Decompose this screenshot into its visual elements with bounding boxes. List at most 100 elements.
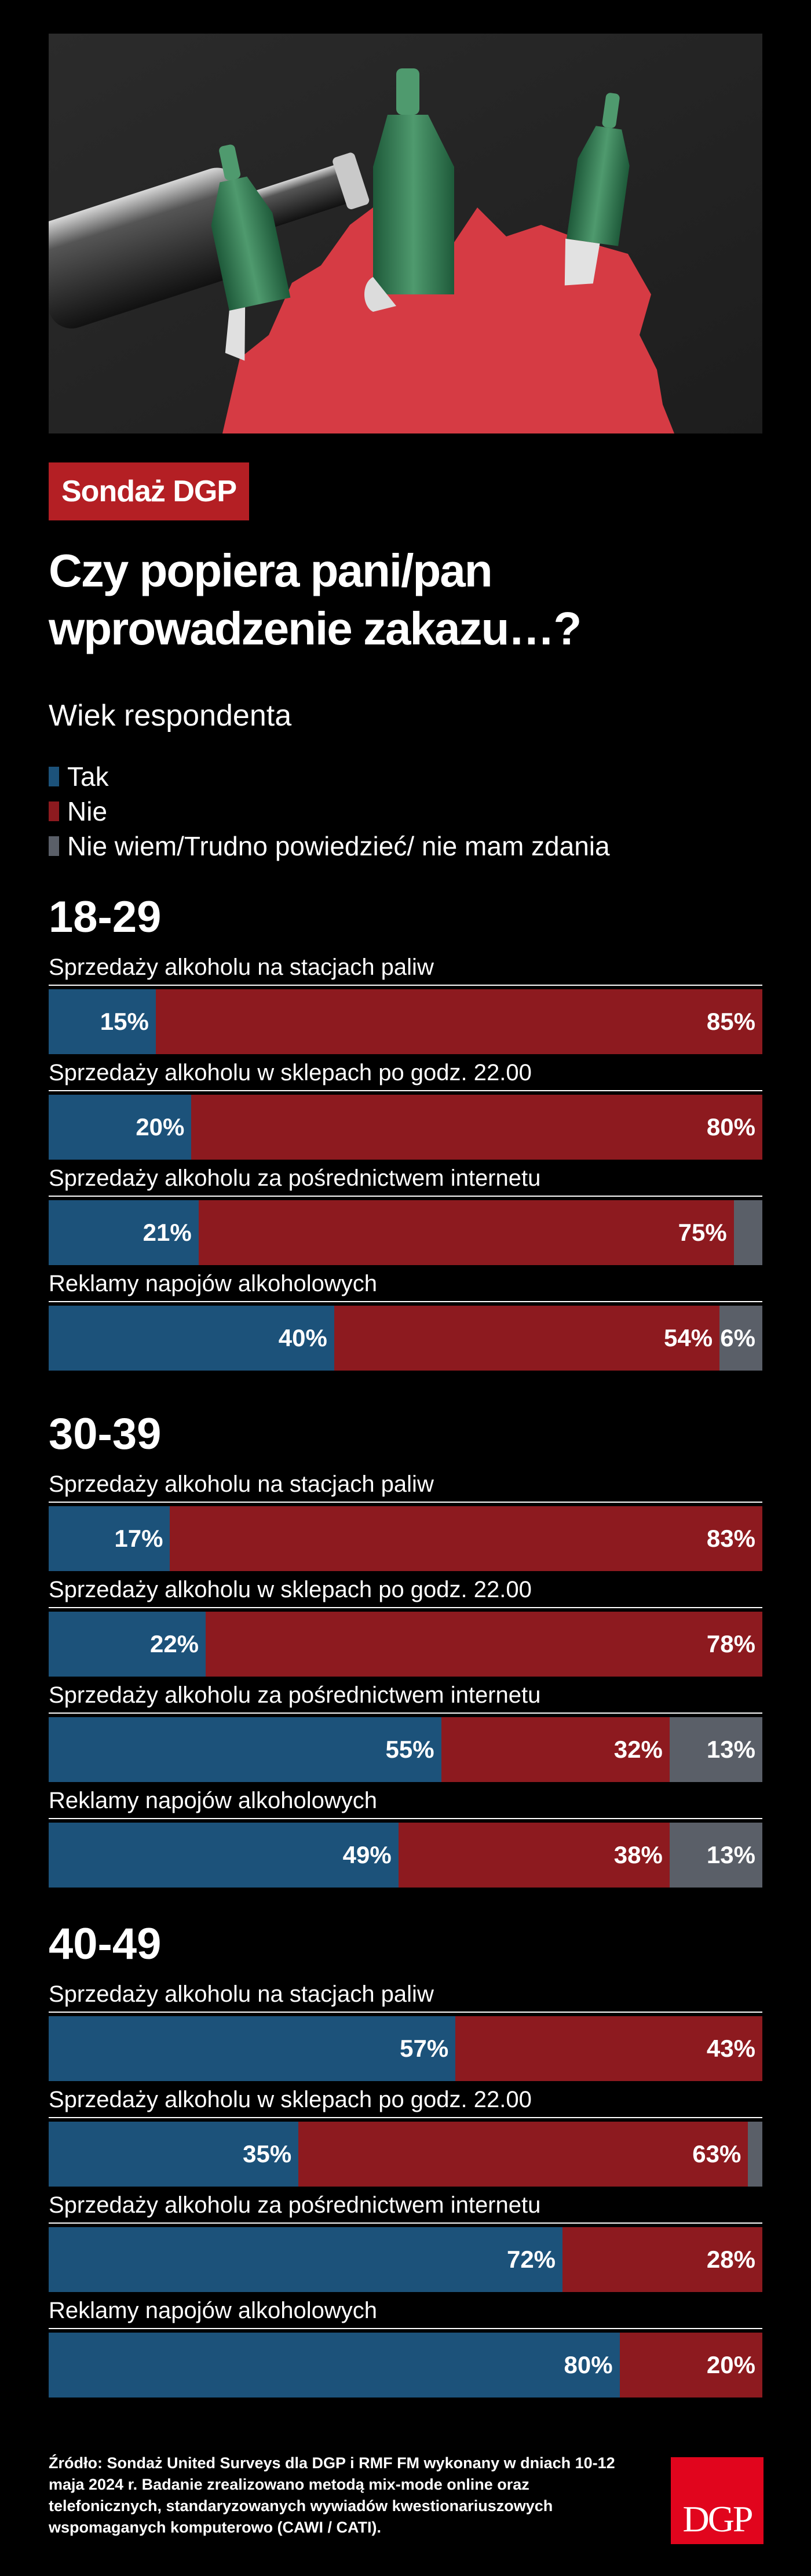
bar-segment-tak: 35%	[49, 2122, 299, 2187]
stacked-bar: 35% 63%	[49, 2122, 762, 2187]
bar-value-label: 28%	[706, 2246, 755, 2273]
bar-value-label: 72%	[506, 2246, 556, 2273]
legend: Tak Nie Nie wiem/Trudno powiedzieć/ nie …	[49, 759, 610, 863]
bar-segment-tak: 40%	[49, 1306, 334, 1371]
bar-value-label: 83%	[706, 1525, 755, 1552]
bar-segment-tak: 17%	[49, 1506, 170, 1571]
bar-value-label: 38%	[613, 1841, 663, 1868]
bar-value-label: 54%	[664, 1324, 713, 1351]
bar-value-label: 43%	[706, 2035, 755, 2062]
bar-segment-tak: 22%	[49, 1612, 206, 1677]
hero-illustration	[49, 34, 762, 433]
stacked-bar: 80% 20%	[49, 2333, 762, 2398]
stacked-bar: 49% 38% 13%	[49, 1823, 762, 1888]
bar-segment-nie: 80%	[191, 1095, 762, 1160]
bar-value-label: 17%	[114, 1525, 163, 1552]
legend-item-nie: Nie	[49, 794, 610, 829]
question-block: Sprzedaży alkoholu za pośrednictwem inte…	[49, 1680, 762, 1786]
bar-segment-niewiem: 6%	[719, 1306, 762, 1371]
stacked-bar: 20% 80%	[49, 1095, 762, 1160]
bar-value-label: 20%	[706, 2351, 755, 2378]
bar-value-label: 75%	[678, 1219, 727, 1246]
bar-segment-nie: 78%	[206, 1612, 762, 1677]
source-note: Źródło: Sondaż United Surveys dla DGP i …	[49, 2454, 615, 2536]
age-group-title: 30-39	[49, 1409, 162, 1459]
bar-value-label: 32%	[613, 1736, 663, 1763]
bar-segment-tak: 20%	[49, 1095, 192, 1160]
bar-segment-tak: 49%	[49, 1823, 399, 1888]
bar-segment-nie: 85%	[155, 989, 762, 1054]
bar-segment-nie: 38%	[398, 1823, 670, 1888]
stacked-bar: 15% 85%	[49, 989, 762, 1054]
bar-segment-nie: 83%	[170, 1506, 762, 1571]
legend-label-nie: Nie	[67, 796, 108, 826]
bar-value-label: 35%	[243, 2140, 292, 2167]
bar-segment-nie: 32%	[441, 1717, 670, 1782]
bar-segment-niewiem: 13%	[669, 1823, 762, 1888]
bar-value-label: 15%	[100, 1008, 149, 1035]
bar-segment-tak: 21%	[49, 1200, 199, 1265]
green-bottle-center	[364, 68, 454, 312]
question-label: Sprzedaży alkoholu w sklepach po godz. 2…	[49, 1058, 762, 1091]
stacked-bar: 72% 28%	[49, 2227, 762, 2292]
question-block: Sprzedaży alkoholu za pośrednictwem inte…	[49, 1163, 762, 1269]
bar-segment-nie: 28%	[562, 2227, 762, 2292]
question-block: Sprzedaży alkoholu w sklepach po godz. 2…	[49, 1575, 762, 1680]
bar-value-label: 13%	[706, 1841, 755, 1868]
question-label: Sprzedaży alkoholu na stacjach paliw	[49, 1469, 762, 1503]
question-block: Reklamy napojów alkoholowych 80% 20%	[49, 2296, 762, 2401]
bar-segment-tak: 15%	[49, 989, 156, 1054]
legend-swatch-nie	[49, 801, 59, 821]
question-label: Sprzedaży alkoholu na stacjach paliw	[49, 952, 762, 986]
stacked-bar: 17% 83%	[49, 1506, 762, 1571]
bar-segment-niewiem	[748, 2122, 762, 2187]
legend-label-tak: Tak	[67, 761, 109, 792]
bar-value-label: 49%	[342, 1841, 392, 1868]
legend-label-niewiem: Nie wiem/Trudno powiedzieć/ nie mam zdan…	[67, 831, 610, 861]
question-label: Sprzedaży alkoholu w sklepach po godz. 2…	[49, 1575, 762, 1608]
age-group-title: 40-49	[49, 1919, 162, 1969]
bar-value-label: 57%	[400, 2035, 449, 2062]
bar-value-label: 55%	[385, 1736, 434, 1763]
legend-swatch-niewiem	[49, 836, 59, 856]
bar-value-label: 80%	[564, 2351, 613, 2378]
green-bottle-right	[564, 93, 630, 286]
bar-value-label: 63%	[692, 2140, 741, 2167]
legend-swatch-tak	[49, 767, 59, 786]
question-label: Sprzedaży alkoholu w sklepach po godz. 2…	[49, 2085, 762, 2118]
question-block: Sprzedaży alkoholu w sklepach po godz. 2…	[49, 2085, 762, 2190]
stacked-bar: 22% 78%	[49, 1612, 762, 1677]
bar-segment-tak: 80%	[49, 2333, 620, 2398]
question-block: Sprzedaży alkoholu na stacjach paliw 17% 8…	[49, 1469, 762, 1575]
bar-value-label: 85%	[706, 1008, 755, 1035]
age-group-40-49: 40-49 Sprzedaży alkoholu na stacjach pali…	[49, 1918, 762, 2401]
question-label: Reklamy napojów alkoholowych	[49, 1786, 762, 1819]
bar-segment-nie: 20%	[619, 2333, 762, 2398]
bar-segment-niewiem	[733, 1200, 762, 1265]
question-label: Sprzedaży alkoholu na stacjach paliw	[49, 1979, 762, 2013]
red-splash	[222, 196, 674, 433]
age-group-30-39: 30-39 Sprzedaży alkoholu na stacjach pali…	[49, 1408, 762, 1891]
bar-segment-niewiem: 13%	[669, 1717, 762, 1782]
bar-value-label: 21%	[143, 1219, 192, 1246]
survey-badge: Sondaż DGP	[49, 462, 250, 520]
question-label: Sprzedaży alkoholu za pośrednictwem inte…	[49, 1163, 762, 1197]
question-block: Sprzedaży alkoholu na stacjach paliw 57% 4…	[49, 1979, 762, 2085]
bar-segment-tak: 72%	[49, 2227, 563, 2292]
bar-value-label: 20%	[136, 1113, 185, 1141]
legend-item-niewiem: Nie wiem/Trudno powiedzieć/ nie mam zdan…	[49, 829, 610, 863]
bar-segment-tak: 57%	[49, 2016, 456, 2081]
age-group-title: 18-29	[49, 892, 162, 942]
question-block: Sprzedaży alkoholu za pośrednictwem inte…	[49, 2190, 762, 2296]
bar-value-label: 22%	[149, 1630, 199, 1657]
bar-value-label: 78%	[706, 1630, 755, 1657]
bar-segment-nie: 63%	[298, 2122, 748, 2187]
stacked-bar: 40% 54% 6%	[49, 1306, 762, 1371]
question-block: Reklamy napojów alkoholowych 40% 54% 6%	[49, 1269, 762, 1374]
bar-segment-tak: 55%	[49, 1717, 441, 1782]
bar-segment-nie: 43%	[455, 2016, 762, 2081]
green-bottle-left	[211, 144, 291, 361]
dgp-logo: DGP	[671, 2457, 763, 2544]
page-title: Czy popiera pani/pan wprowadzenie zakazu…	[49, 545, 582, 654]
stacked-bar: 21% 75%	[49, 1200, 762, 1265]
